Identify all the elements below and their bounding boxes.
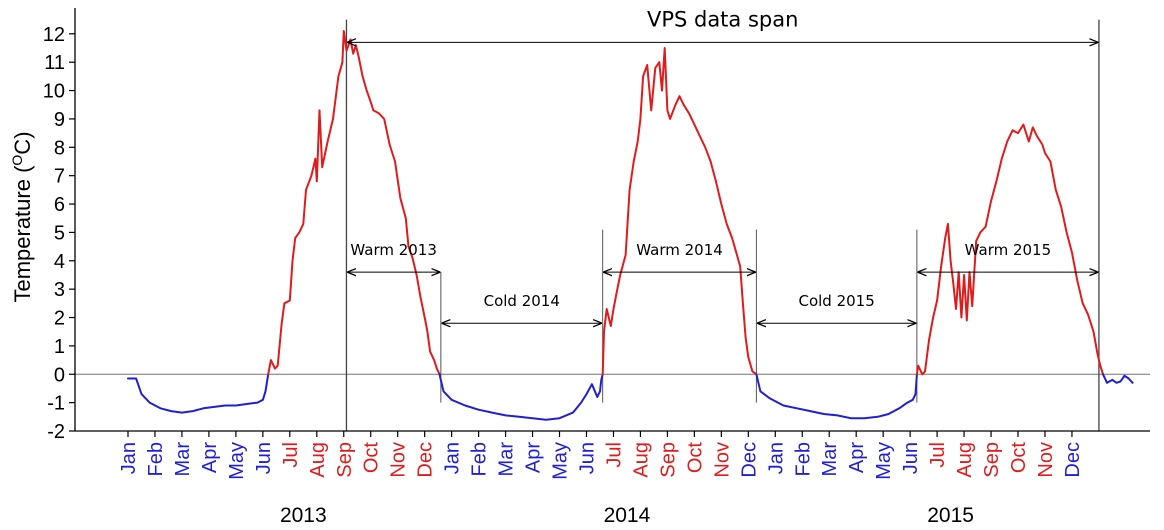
y-axis-label-main: Temperature ( [10,165,35,303]
period-annotations: VPS data span Warm 2013 Cold 2014 Warm 2014… [347,8,1097,323]
x-tick-label-month: Jun [576,442,598,474]
x-tick-label-month: Sep [657,442,679,478]
y-tick-label: 7 [54,166,65,188]
x-tick-label-month: Mar [819,442,841,477]
x-tick-label-month: Dec [1062,442,1084,478]
warm-2013-label: Warm 2013 [350,241,437,259]
x-tick-label-month: Nov [388,442,410,478]
x-tick-label-month: Feb [792,442,814,476]
x-tick-label-month: Jan [765,442,787,474]
y-axis-label-sup: O [9,155,25,166]
x-tick-label-year: 2014 [604,504,651,527]
x-tick-label-month: Jun [253,442,275,474]
x-tick-label-month: May [873,442,895,480]
x-tick-label-month: Jan [118,442,140,474]
y-tick-label: 1 [54,336,65,358]
temperature-series-segment-4 [601,47,758,376]
vps-data-span-label: VPS data span [647,8,798,32]
x-tick-label-month: Aug [630,442,652,478]
x-tick-label-month: Feb [145,442,167,476]
x-tick-label-year: 2015 [927,504,974,527]
temperature-series [127,30,1134,421]
y-tick-label: 6 [54,194,65,216]
x-tick-label-month: May [550,442,572,480]
temperature-series-segment-6 [915,123,1104,376]
x-tick-label-month: Jul [280,442,302,468]
temperature-series-segment-1 [127,373,270,414]
y-tick-label: 2 [54,308,65,330]
y-tick-label: -1 [47,393,65,415]
y-tick-label: 4 [54,251,65,273]
y-axis-label: Temperature (OC) [9,131,35,302]
y-tick-label: 12 [43,24,65,46]
x-tick-label-month: Mar [172,442,194,477]
x-tick-label-month: Jul [603,442,625,468]
warm-2015-label: Warm 2015 [965,241,1052,259]
y-tick-label: 9 [54,109,65,131]
x-tick-label-month: Jan [442,442,464,474]
y-tick-label: 5 [54,222,65,244]
temperature-series-segment-5 [755,373,918,420]
cold-2015-label: Cold 2015 [798,292,874,310]
x-tick-label-month: Jul [927,442,949,468]
y-axis-label-tail: C) [10,131,35,154]
cold-2014-label: Cold 2014 [484,292,560,310]
x-tick-label-month: May [226,442,248,480]
x-tick-label-month: Apr [846,442,868,473]
x-tick-label-month: Sep [981,442,1003,478]
x-tick-label-month: Dec [738,442,760,478]
x-tick-label-month: Sep [334,442,356,478]
x-tick-label-month: Aug [307,442,329,478]
temperature-series-segment-7 [1102,373,1134,384]
x-tick-label-month: Aug [954,442,976,478]
x-tick-label-month: Oct [684,442,706,474]
x-tick-label-month: Jun [900,442,922,474]
x-tick-label-month: Apr [199,442,221,473]
x-tick-label-month: Dec [415,442,437,478]
y-tick-label: -2 [47,421,65,443]
x-tick-label-month: Nov [711,442,733,478]
x-tick-label-month: Oct [361,442,383,474]
y-tick-label: 3 [54,279,65,301]
warm-2014-label: Warm 2014 [636,241,723,259]
temperature-series-segment-3 [438,373,604,421]
x-tick-label-month: Apr [523,442,545,473]
x-tick-label-month: Oct [1008,442,1030,474]
x-tick-label-month: Feb [469,442,491,476]
x-tick-label-month: Nov [1035,442,1057,478]
y-tick-label: 8 [54,137,65,159]
temperature-series-segment-2 [267,30,441,376]
reference-lines [75,19,1150,431]
y-tick-label: 0 [54,364,65,386]
x-tick-label-month: Mar [496,442,518,477]
y-tick-label: 11 [44,52,65,74]
x-tick-label-year: 2013 [280,504,327,527]
y-tick-label: 10 [43,81,65,103]
